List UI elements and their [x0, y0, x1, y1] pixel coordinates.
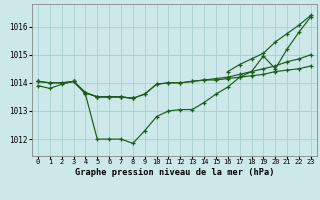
X-axis label: Graphe pression niveau de la mer (hPa): Graphe pression niveau de la mer (hPa) [75, 168, 274, 177]
